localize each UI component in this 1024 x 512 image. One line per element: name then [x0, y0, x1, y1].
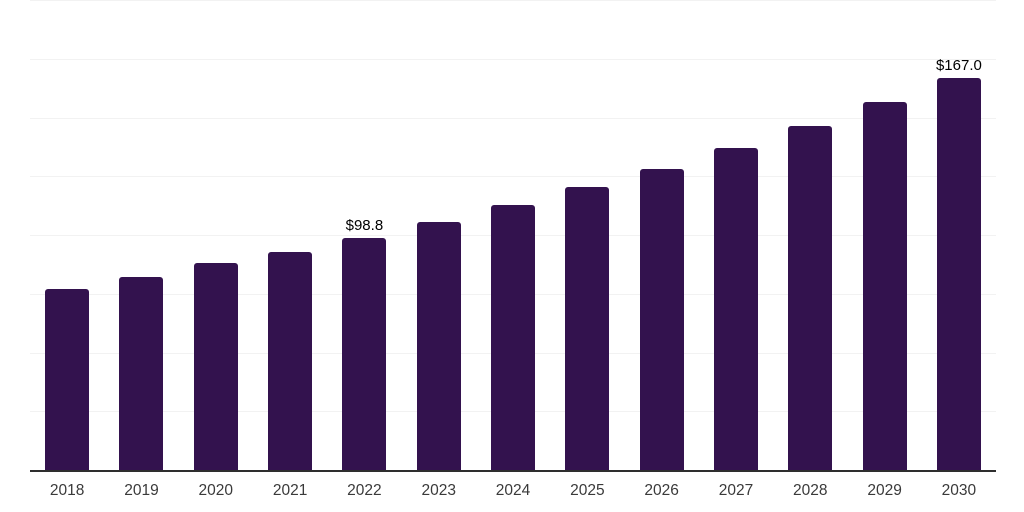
x-axis-line: [30, 470, 996, 472]
gridline-150: [30, 117, 996, 119]
x-tick-label-2030: 2030: [941, 482, 977, 499]
x-tick-label-2025: 2025: [570, 482, 605, 499]
bar-slot-2022: $98.8: [327, 0, 401, 470]
x-tick-label-2028: 2028: [793, 482, 828, 499]
bar-2024: [491, 204, 536, 470]
bar-2020: [193, 263, 238, 470]
bar-slot-2023: [402, 0, 476, 470]
bar-slot-2029: [847, 0, 921, 470]
gridline-200: [30, 0, 996, 1]
bar-2026: [639, 168, 684, 470]
x-tick-label-2024: 2024: [495, 482, 531, 499]
bar-2029: [862, 102, 907, 470]
bar-2030: [936, 77, 981, 470]
x-tick-label-2021: 2021: [272, 482, 308, 499]
bar-2021: [268, 251, 313, 470]
x-tick-label-2020: 2020: [198, 482, 234, 499]
x-axis-tick-labels: 2018 2019 2020 2021 2022 2023 2024 2025 2026 2027…: [30, 482, 996, 499]
bar-slot-2025: [550, 0, 624, 470]
x-tick-label-2022: 2022: [347, 482, 382, 499]
x-tick-label-2027: 2027: [718, 482, 754, 499]
value-label-2022: $98.8: [345, 216, 384, 234]
bar-slot-2021: [253, 0, 327, 470]
bar-slot-2026: [625, 0, 699, 470]
gridline-125: [30, 176, 996, 178]
value-label-2030: $167.0: [935, 56, 982, 74]
bars-container: $98.8 $167.0: [30, 0, 996, 470]
gridline-175: [30, 58, 996, 60]
bar-slot-2030: $167.0: [922, 0, 996, 470]
bar-2025: [565, 187, 610, 470]
x-tick-label-2018: 2018: [49, 482, 85, 499]
bar-slot-2019: [104, 0, 178, 470]
plot-area: $98.8 $167.0: [30, 0, 996, 472]
bar-2018: [45, 289, 90, 470]
bar-slot-2018: [30, 0, 104, 470]
x-tick-label-2026: 2026: [644, 482, 679, 499]
bar-slot-2024: [476, 0, 550, 470]
bar-slot-2028: [773, 0, 847, 470]
bar-2019: [119, 276, 164, 470]
bar-2028: [788, 126, 833, 470]
bar-slot-2020: [179, 0, 253, 470]
bar-2027: [713, 148, 758, 470]
bar-slot-2027: [699, 0, 773, 470]
x-tick-label-2029: 2029: [867, 482, 902, 499]
bar-2022: [342, 237, 387, 470]
x-tick-label-2023: 2023: [421, 482, 456, 499]
x-tick-label-2019: 2019: [124, 482, 159, 499]
bar-2023: [416, 222, 461, 470]
